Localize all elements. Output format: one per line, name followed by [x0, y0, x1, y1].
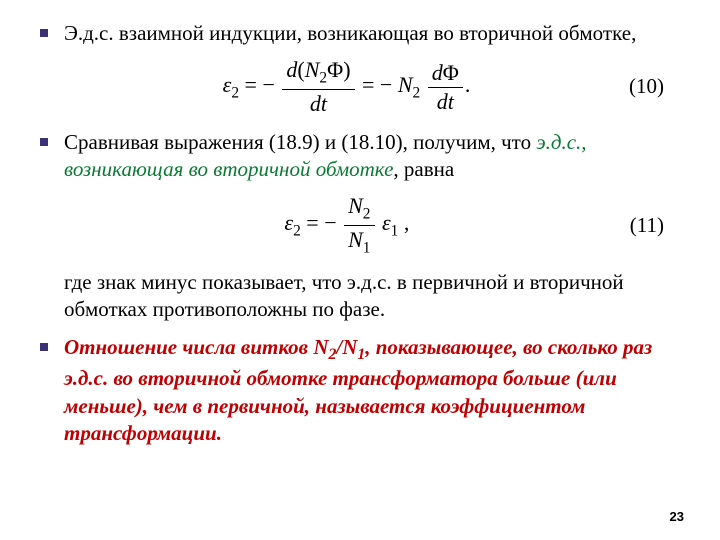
eq10-math: ε2 = − d(N2Φ) dt = − N2 dΦ dt .	[223, 72, 471, 97]
eq11-eps1: ε	[382, 210, 391, 235]
para-2-pre: Сравнивая выражения (18.9) и (18.10), по…	[64, 130, 536, 154]
eq10-N2: N	[398, 72, 413, 97]
eq10-eq1: = −	[245, 72, 275, 97]
para-4-N1: N	[342, 335, 357, 359]
eq10-lhs-sub: 2	[231, 84, 239, 101]
eq10-f2-d: d	[432, 60, 443, 85]
eq11-lhs-var: ε	[284, 210, 293, 235]
eq10-N2sub: 2	[413, 84, 421, 101]
eq11-comma: ,	[398, 210, 409, 235]
eq10-f1-den: dt	[282, 90, 354, 117]
bullet-item-4: Отношение числа витков N2/N1, показывающ…	[40, 334, 670, 448]
eq10-label: (10)	[629, 74, 670, 99]
eq10-dot: .	[465, 72, 471, 97]
para-4-N2: N	[313, 335, 328, 359]
eq10-f2-Phi: Φ	[443, 60, 459, 85]
para-3-text: где знак минус показывает, что э.д.с. в …	[64, 270, 624, 321]
para-4: Отношение числа витков N2/N1, показывающ…	[64, 334, 670, 448]
bullet-item-2: Сравнивая выражения (18.9) и (18.10), по…	[40, 129, 670, 184]
para-2-post: , равна	[393, 157, 454, 181]
eq11-eq: = −	[306, 210, 336, 235]
para-3: где знак минус показывает, что э.д.с. в …	[64, 269, 670, 324]
para-4-pre: Отношение числа витков	[64, 335, 313, 359]
para-1: Э.д.с. взаимной индукции, возникающая во…	[64, 20, 670, 47]
eq11-denN: N	[348, 227, 363, 252]
eq10-eq2: = −	[362, 72, 392, 97]
equation-10-row: ε2 = − d(N2Φ) dt = − N2 dΦ dt . (10)	[64, 57, 670, 116]
eq11-lhs-sub: 2	[293, 223, 301, 240]
eq10-frac1: d(N2Φ) dt	[282, 57, 354, 116]
equation-10: ε2 = − d(N2Φ) dt = − N2 dΦ dt .	[64, 57, 629, 116]
equation-11: ε2 = − N2 N1 ε1 ,	[64, 193, 630, 257]
eq10-frac2: dΦ dt	[428, 60, 463, 115]
eq11-label: (11)	[630, 213, 670, 238]
para-1-text: Э.д.с. взаимной индукции, возникающая во…	[64, 21, 636, 45]
eq10-f1-open: (	[297, 57, 304, 82]
eq11-frac: N2 N1	[344, 193, 374, 257]
eq10-f1-N: N	[305, 57, 320, 82]
bullet-square	[40, 343, 48, 351]
eq11-numsub: 2	[363, 206, 371, 223]
bullet-square	[40, 29, 48, 37]
bullet-square	[40, 138, 48, 146]
page-number: 23	[670, 509, 684, 524]
eq10-f1-Phi: Φ	[327, 57, 343, 82]
eq10-f1-Nsub: 2	[319, 70, 327, 87]
eq11-densub: 1	[363, 239, 371, 256]
equation-11-row: ε2 = − N2 N1 ε1 , (11)	[64, 193, 670, 257]
bullet-item-1: Э.д.с. взаимной индукции, возникающая во…	[40, 20, 670, 47]
eq11-numN: N	[348, 193, 363, 218]
eq10-f1-d: d	[286, 57, 297, 82]
para-2: Сравнивая выражения (18.9) и (18.10), по…	[64, 129, 670, 184]
eq10-f2-den: dt	[428, 88, 463, 115]
eq10-f1-close: )	[343, 57, 350, 82]
eq11-math: ε2 = − N2 N1 ε1 ,	[284, 210, 409, 235]
